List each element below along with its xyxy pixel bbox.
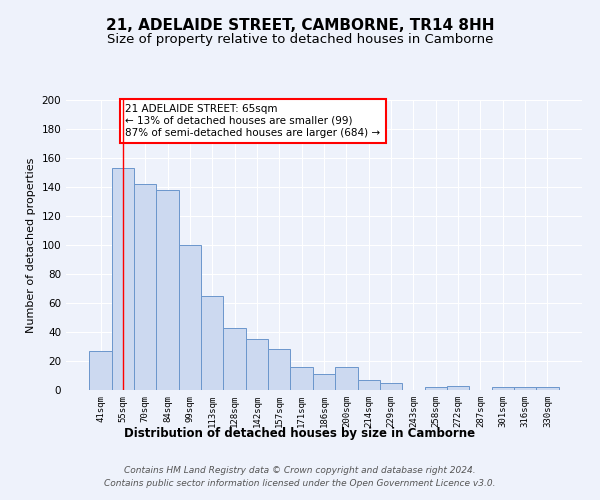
Bar — [268, 350, 290, 390]
Bar — [425, 387, 447, 390]
Bar — [246, 339, 268, 390]
Y-axis label: Number of detached properties: Number of detached properties — [26, 158, 36, 332]
Bar — [89, 351, 112, 390]
Bar — [491, 387, 514, 390]
Bar — [380, 383, 402, 390]
Bar — [290, 367, 313, 390]
Text: 21, ADELAIDE STREET, CAMBORNE, TR14 8HH: 21, ADELAIDE STREET, CAMBORNE, TR14 8HH — [106, 18, 494, 32]
Text: Contains HM Land Registry data © Crown copyright and database right 2024.
Contai: Contains HM Land Registry data © Crown c… — [104, 466, 496, 487]
Text: 21 ADELAIDE STREET: 65sqm
← 13% of detached houses are smaller (99)
87% of semi-: 21 ADELAIDE STREET: 65sqm ← 13% of detac… — [125, 104, 380, 138]
Bar — [313, 374, 335, 390]
Bar — [112, 168, 134, 390]
Bar — [358, 380, 380, 390]
Text: Distribution of detached houses by size in Camborne: Distribution of detached houses by size … — [124, 428, 476, 440]
Bar — [134, 184, 157, 390]
Bar — [536, 387, 559, 390]
Bar — [447, 386, 469, 390]
Bar — [335, 367, 358, 390]
Bar — [223, 328, 246, 390]
Text: Size of property relative to detached houses in Camborne: Size of property relative to detached ho… — [107, 32, 493, 46]
Bar — [157, 190, 179, 390]
Bar — [514, 387, 536, 390]
Bar — [201, 296, 223, 390]
Bar — [179, 245, 201, 390]
